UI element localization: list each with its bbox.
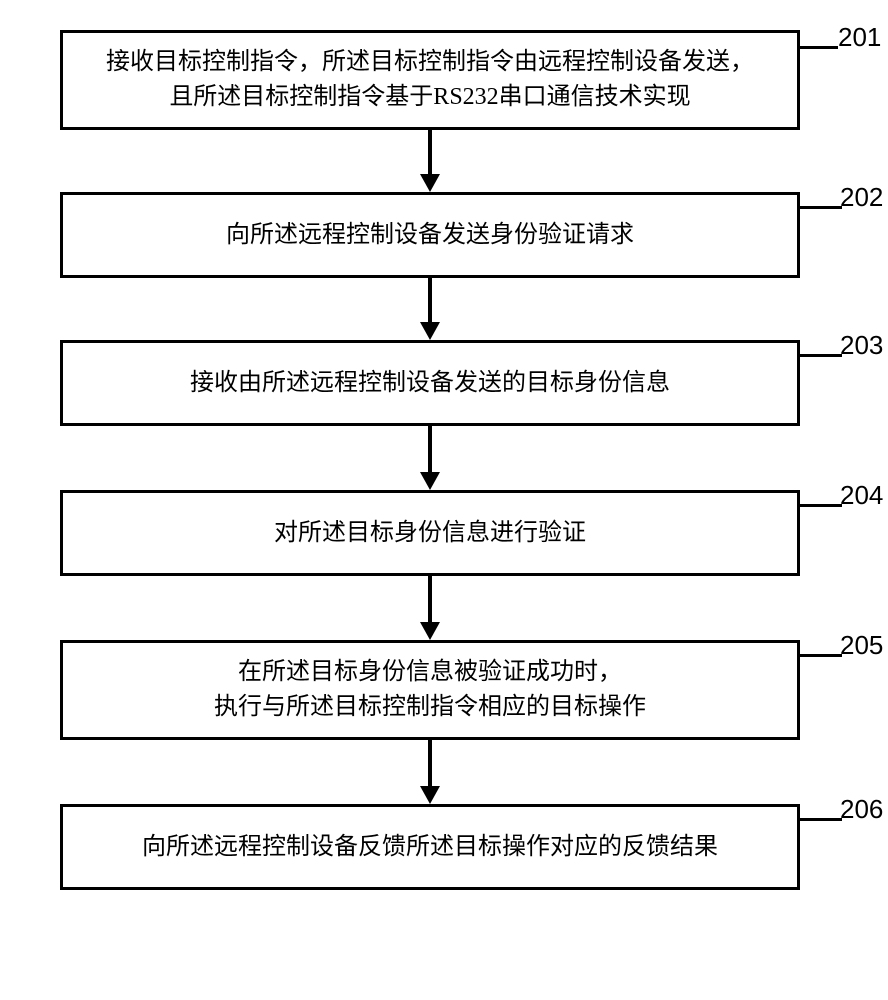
step-text-206: 向所述远程控制设备反馈所述目标操作对应的反馈结果 xyxy=(142,830,718,865)
step-lead-204 xyxy=(800,504,842,507)
flowchart-canvas: 接收目标控制指令，所述目标控制指令由远程控制设备发送，且所述目标控制指令基于RS… xyxy=(0,0,888,1000)
step-text-203: 接收由所述远程控制设备发送的目标身份信息 xyxy=(190,366,670,401)
step-label-204: 204 xyxy=(840,480,883,511)
step-label-203: 203 xyxy=(840,330,883,361)
step-box-206: 向所述远程控制设备反馈所述目标操作对应的反馈结果 xyxy=(60,804,800,890)
step-label-202: 202 xyxy=(840,182,883,213)
step-lead-201 xyxy=(800,46,838,49)
step-lead-202 xyxy=(800,206,842,209)
step-box-205: 在所述目标身份信息被验证成功时，执行与所述目标控制指令相应的目标操作 xyxy=(60,640,800,740)
step-text-204: 对所述目标身份信息进行验证 xyxy=(274,516,586,551)
step-label-206: 206 xyxy=(840,794,883,825)
step-box-202: 向所述远程控制设备发送身份验证请求 xyxy=(60,192,800,278)
step-text-205: 在所述目标身份信息被验证成功时，执行与所述目标控制指令相应的目标操作 xyxy=(214,655,646,725)
step-label-205: 205 xyxy=(840,630,883,661)
step-box-201: 接收目标控制指令，所述目标控制指令由远程控制设备发送，且所述目标控制指令基于RS… xyxy=(60,30,800,130)
step-lead-206 xyxy=(800,818,842,821)
step-box-203: 接收由所述远程控制设备发送的目标身份信息 xyxy=(60,340,800,426)
step-lead-205 xyxy=(800,654,842,657)
step-label-201: 201 xyxy=(838,22,881,53)
step-text-202: 向所述远程控制设备发送身份验证请求 xyxy=(226,218,634,253)
step-text-201: 接收目标控制指令，所述目标控制指令由远程控制设备发送，且所述目标控制指令基于RS… xyxy=(106,45,754,115)
step-lead-203 xyxy=(800,354,842,357)
step-box-204: 对所述目标身份信息进行验证 xyxy=(60,490,800,576)
